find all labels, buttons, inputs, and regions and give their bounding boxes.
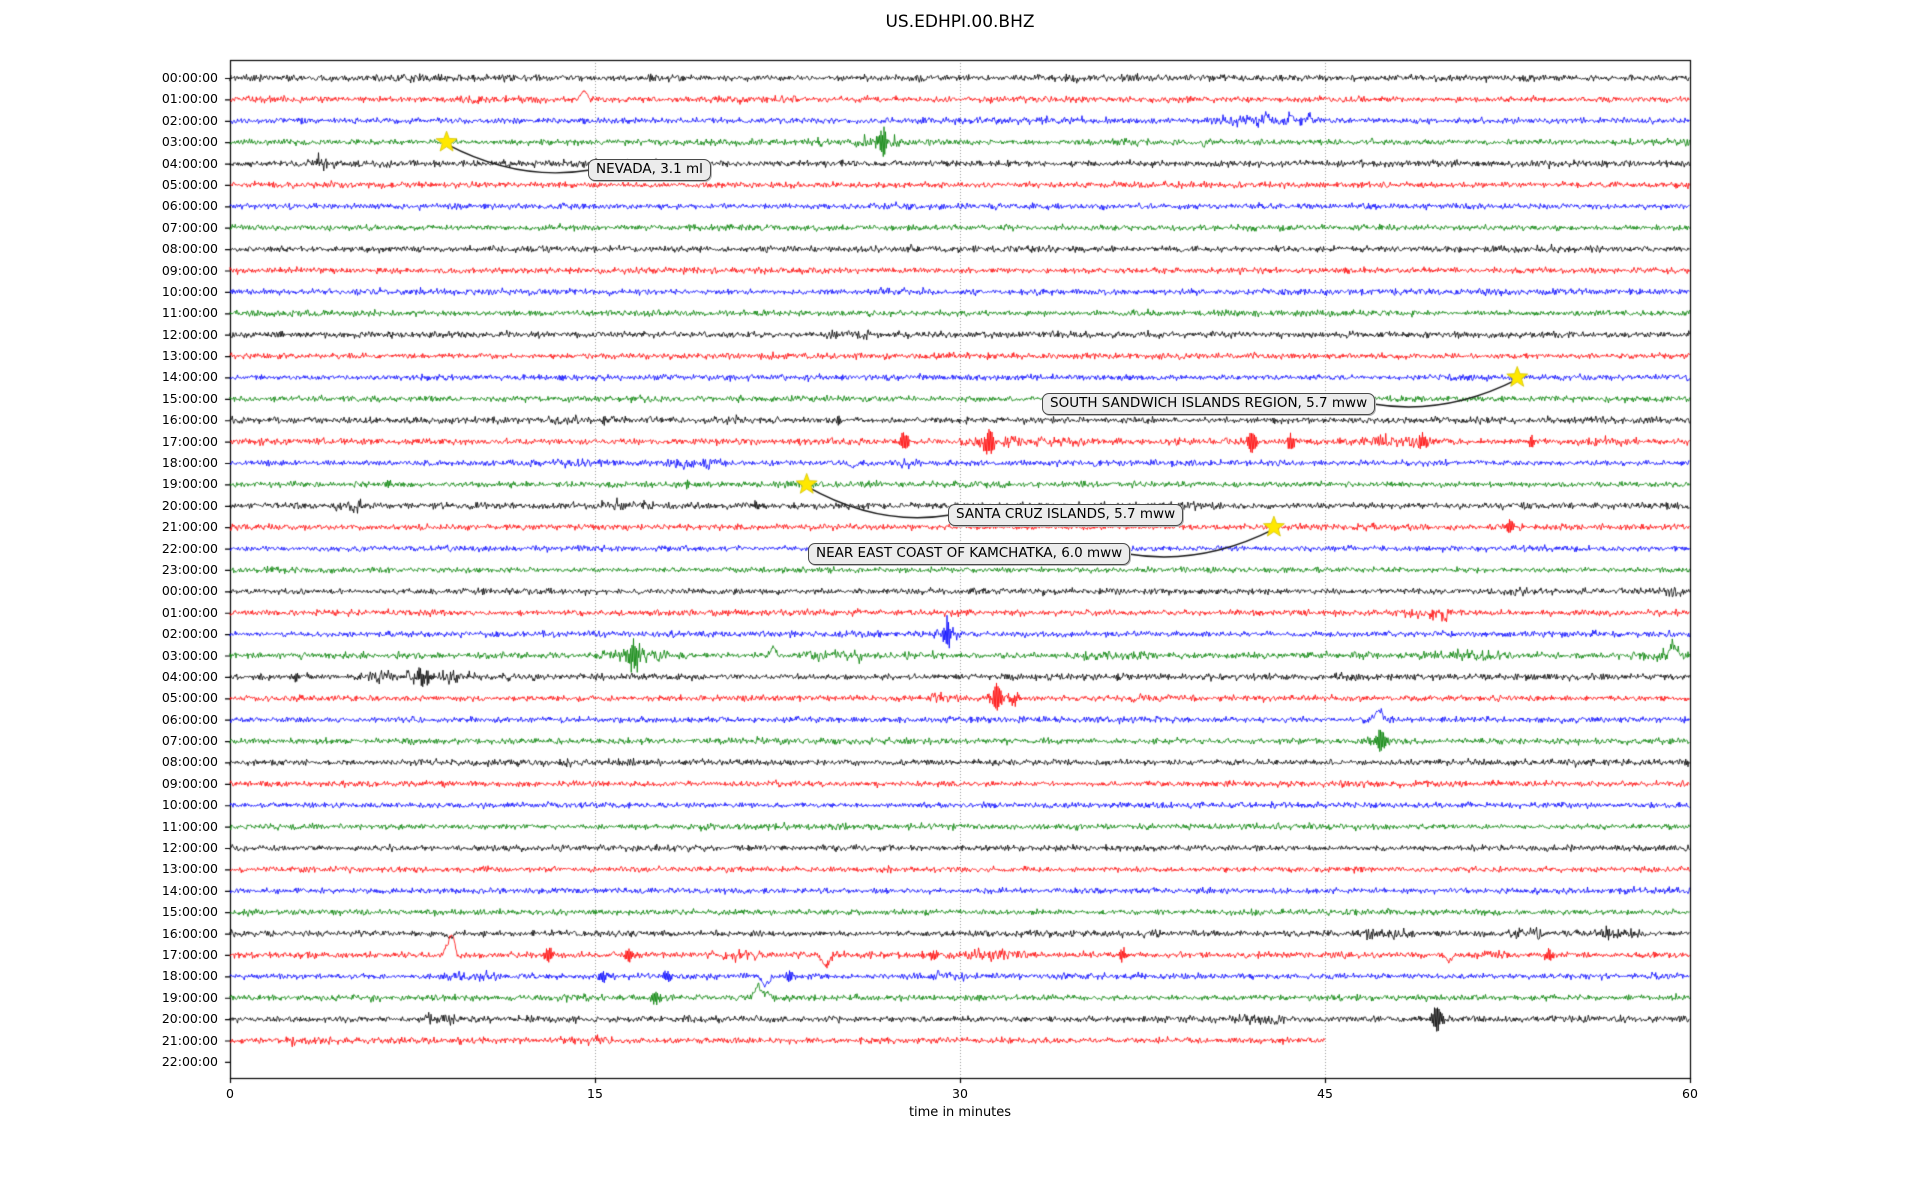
y-tick-label: 15:00:00	[161, 390, 218, 406]
y-tick-label: 11:00:00	[161, 305, 218, 321]
y-tick-label: 19:00:00	[161, 476, 218, 492]
y-tick-label: 07:00:00	[161, 219, 218, 235]
y-tick-label: 23:00:00	[161, 561, 218, 577]
y-tick-label: 12:00:00	[161, 326, 218, 342]
y-tick-label: 10:00:00	[161, 283, 218, 299]
y-tick-label: 19:00:00	[161, 989, 218, 1005]
y-tick-label: 22:00:00	[161, 1053, 218, 1069]
y-tick-label: 20:00:00	[161, 1011, 218, 1027]
y-tick-label: 02:00:00	[161, 112, 218, 128]
x-tick-label: 45	[1317, 1086, 1333, 1101]
x-tick-label: 15	[587, 1086, 603, 1101]
y-tick-label: 01:00:00	[161, 91, 218, 107]
event-annotation-santa-cruz: SANTA CRUZ ISLANDS, 5.7 mww	[948, 504, 1184, 526]
y-tick-label: 16:00:00	[161, 412, 218, 428]
y-tick-label: 17:00:00	[161, 946, 218, 962]
y-tick-label: 15:00:00	[161, 904, 218, 920]
y-tick-label: 08:00:00	[161, 241, 218, 257]
y-tick-label: 21:00:00	[161, 519, 218, 535]
x-axis-label: time in minutes	[908, 1105, 1012, 1120]
y-tick-label: 06:00:00	[161, 711, 218, 727]
event-annotation-south-sandwich: SOUTH SANDWICH ISLANDS REGION, 5.7 mww	[1042, 393, 1376, 415]
figure-title: US.EDHPI.00.BHZ	[885, 12, 1035, 32]
y-tick-label: 00:00:00	[161, 583, 218, 599]
y-tick-label: 08:00:00	[161, 754, 218, 770]
x-tick-label: 30	[952, 1086, 968, 1101]
y-tick-label: 00:00:00	[161, 70, 218, 85]
y-tick-label: 20:00:00	[161, 497, 218, 513]
y-tick-label: 18:00:00	[161, 968, 218, 984]
y-tick-label: 21:00:00	[161, 1032, 218, 1048]
y-tick-label: 06:00:00	[161, 198, 218, 214]
x-tick-label: 0	[226, 1086, 234, 1101]
event-annotation-kamchatka: NEAR EAST COAST OF KAMCHATKA, 6.0 mww	[808, 543, 1131, 565]
y-tick-label: 09:00:00	[161, 775, 218, 791]
y-tick-label: 07:00:00	[161, 733, 218, 749]
y-tick-label: 14:00:00	[161, 369, 218, 385]
y-tick-label: 09:00:00	[161, 262, 218, 278]
x-tick-label: 60	[1682, 1086, 1698, 1101]
y-tick-label: 14:00:00	[161, 882, 218, 898]
y-tick-label: 04:00:00	[161, 668, 218, 684]
y-tick-label: 05:00:00	[161, 176, 218, 192]
y-tick-label: 10:00:00	[161, 797, 218, 813]
y-tick-label: 16:00:00	[161, 925, 218, 941]
y-tick-label: 17:00:00	[161, 433, 218, 449]
y-tick-label: 18:00:00	[161, 455, 218, 470]
y-tick-label: 13:00:00	[161, 348, 218, 364]
y-tick-label: 04:00:00	[161, 155, 218, 171]
event-annotation-nevada: NEVADA, 3.1 ml	[588, 159, 711, 181]
y-tick-label: 03:00:00	[161, 647, 218, 663]
y-tick-label: 11:00:00	[161, 818, 218, 834]
y-tick-label: 03:00:00	[161, 134, 218, 150]
y-tick-label: 12:00:00	[161, 840, 218, 855]
y-tick-label: 05:00:00	[161, 690, 218, 706]
y-tick-label: 01:00:00	[161, 604, 218, 620]
y-tick-label: 13:00:00	[161, 861, 218, 877]
y-tick-label: 02:00:00	[161, 626, 218, 642]
y-tick-label: 22:00:00	[161, 540, 218, 556]
